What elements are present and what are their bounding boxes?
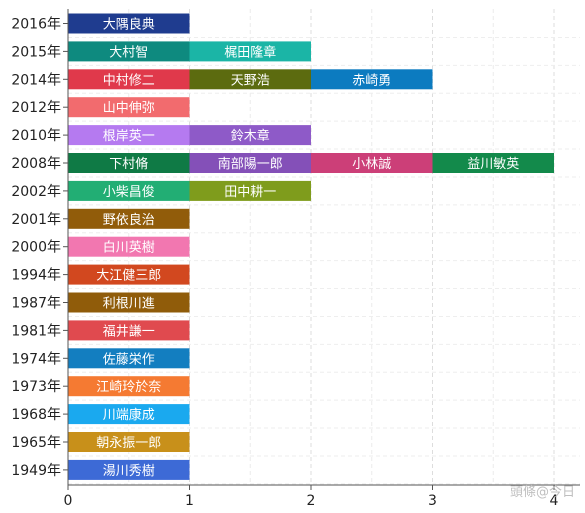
bar-segment xyxy=(68,153,190,173)
bar-segment xyxy=(68,432,190,452)
bar-segment-label: 福井謙一 xyxy=(103,324,155,339)
bar-segment xyxy=(68,97,190,118)
bar-segment-label: 大隅良典 xyxy=(103,17,155,33)
bar-segment-label: 鈴木章 xyxy=(231,128,270,144)
y-tick-label: 1994年 xyxy=(11,268,61,284)
y-tick-label: 1949年 xyxy=(11,463,61,479)
bar-segment-label: 赤崎勇 xyxy=(352,73,391,88)
bar-segment-label: 中村修二 xyxy=(103,73,155,88)
bar-segment-label: 白川英樹 xyxy=(103,240,155,256)
x-axis-labels: 0 1 2 3 4 xyxy=(64,493,559,509)
bar-segment-label: 野依良治 xyxy=(103,212,155,228)
bar-segment xyxy=(68,376,190,397)
bar-segment xyxy=(68,320,190,341)
bar-segment xyxy=(189,180,311,201)
y-tick-label: 2008年 xyxy=(11,156,61,172)
x-tick-label: 2 xyxy=(307,493,316,509)
bar-segment-label: 山中伸弥 xyxy=(103,100,155,116)
bar-segment-label: 大江健三郎 xyxy=(96,269,161,284)
watermark-text: 頭條@今日 xyxy=(510,484,575,500)
x-tick-label: 3 xyxy=(428,493,437,509)
bar-segment xyxy=(68,404,190,425)
bar-segment xyxy=(68,208,190,229)
y-tick-label: 2016年 xyxy=(11,17,61,33)
y-tick-label: 2001年 xyxy=(11,212,61,228)
y-tick-label: 1965年 xyxy=(11,435,61,451)
bar-segment-label: 利根川進 xyxy=(103,297,155,312)
bar-segment-label: 天野浩 xyxy=(231,73,270,88)
y-tick-label: 2002年 xyxy=(11,184,61,200)
bar-segment xyxy=(68,125,190,146)
y-axis-labels: 2016年 2015年 2014年 2012年 2010年 2008年 2002年 2001年… xyxy=(11,17,61,479)
x-tick-label: 1 xyxy=(185,493,194,509)
bar-segment-label: 根岸英一 xyxy=(103,129,155,144)
bar-segment-label: 南部陽一郎 xyxy=(218,156,283,172)
bar-segment xyxy=(68,292,190,313)
bar-segment-label: 湯川秀樹 xyxy=(103,464,155,479)
x-tick-label: 0 xyxy=(64,493,73,509)
bar-segment xyxy=(432,153,554,173)
bar-segment-label: 川端康成 xyxy=(103,407,155,423)
bar-segment-label: 大村智 xyxy=(109,45,148,60)
bar-segment-label: 小林誠 xyxy=(352,157,391,172)
bar-segment-label: 益川敏英 xyxy=(467,157,519,172)
y-tick-label: 2000年 xyxy=(11,240,61,256)
bar-segment xyxy=(189,153,311,173)
y-tick-label: 2015年 xyxy=(11,44,61,60)
bar-segment-label: 田中耕一 xyxy=(224,184,276,200)
bar-segment xyxy=(68,69,190,90)
bar-segment xyxy=(311,69,433,90)
axes xyxy=(63,9,580,490)
bar-segment xyxy=(189,69,311,90)
bar-segment xyxy=(68,264,190,285)
y-tick-label: 1973年 xyxy=(11,379,61,395)
bar-segment-label: 梶田隆章 xyxy=(224,44,276,60)
bar-segment-label: 小柴昌俊 xyxy=(103,185,155,200)
bar-segment xyxy=(189,41,311,62)
y-tick-label: 2014年 xyxy=(11,72,61,88)
bar-segment-label: 朝永振一郎 xyxy=(96,436,161,451)
bar-segment xyxy=(68,180,190,201)
y-tick-label: 1968年 xyxy=(11,407,61,423)
x-tick-label: 4 xyxy=(550,493,559,509)
y-tick-label: 1987年 xyxy=(11,296,61,312)
bar-segment xyxy=(68,348,190,369)
bar-segment xyxy=(68,13,190,34)
grid-lines xyxy=(67,9,580,485)
bar-segment xyxy=(68,41,190,62)
y-tick-label: 2012年 xyxy=(11,100,61,116)
bar-segment xyxy=(311,153,433,173)
bar-segment-label: 江崎玲於奈 xyxy=(96,379,161,395)
bar-segment xyxy=(189,125,311,146)
bar-segment-label: 佐藤栄作 xyxy=(103,352,155,367)
y-tick-label: 1981年 xyxy=(11,323,61,339)
y-tick-label: 1974年 xyxy=(11,351,61,367)
y-tick-label: 2010年 xyxy=(11,128,61,144)
bar-segment-label: 下村脩 xyxy=(109,157,148,172)
bar-segment xyxy=(68,459,190,480)
bar-segment xyxy=(68,236,190,257)
